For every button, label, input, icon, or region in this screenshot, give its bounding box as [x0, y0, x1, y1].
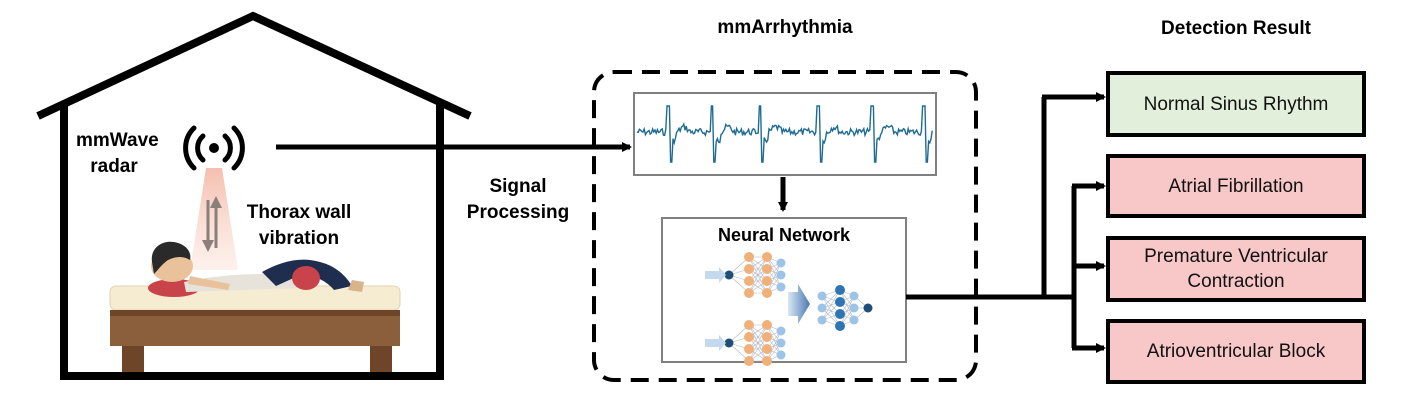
- radar-icon: [183, 125, 245, 171]
- nn-input-arrow-1: [705, 267, 726, 283]
- nn-node: [835, 297, 845, 307]
- nn-node: [762, 276, 772, 286]
- neural-network-label: Neural Network: [717, 225, 851, 245]
- nn-node: [762, 344, 772, 354]
- vibration-label: Thorax wall vibration: [246, 202, 352, 249]
- nn-node: [744, 320, 754, 330]
- waveform-box: [633, 92, 937, 176]
- ecg-waveform: [636, 105, 933, 163]
- nn-node: [835, 321, 845, 331]
- nn-node: [776, 350, 786, 360]
- radar-label: mmWave radar: [76, 130, 159, 177]
- vibration-arrows-icon: [202, 196, 222, 252]
- nn-node: [817, 303, 827, 313]
- neural-network-icon: [705, 252, 873, 366]
- nn-node: [762, 332, 772, 342]
- nn-node: [762, 288, 772, 298]
- nn-node: [776, 258, 786, 268]
- nn-node: [762, 320, 772, 330]
- nn-node: [744, 344, 754, 354]
- mmarrhythmia-box: [592, 70, 978, 382]
- bed-illustration: [109, 285, 401, 372]
- nn-transfer-arrow: [788, 284, 810, 324]
- nn-node: [762, 264, 772, 274]
- result-connectors: [906, 92, 1106, 353]
- nn-node: [835, 309, 845, 319]
- nn-node: [835, 285, 845, 295]
- nn-node: [744, 252, 754, 262]
- result-box-atrioventricular-block: [1106, 319, 1366, 384]
- nn-input-arrow-2: [705, 335, 726, 351]
- result-box-normal-sinus-rhythm: [1106, 71, 1366, 137]
- nn-node: [776, 282, 786, 292]
- system-title: mmArrhythmia: [717, 17, 853, 38]
- result-box-atrial-fibrillation: [1106, 154, 1366, 218]
- nn-node: [776, 326, 786, 336]
- result-label-atrial-fibrillation: Atrial Fibrillation: [1168, 175, 1304, 197]
- result-label-atrioventricular-block: Atrioventricular Block: [1146, 341, 1326, 362]
- nn-node: [817, 315, 827, 325]
- nn-node: [776, 270, 786, 280]
- result-label-normal-sinus-rhythm: Normal Sinus Rhythm: [1143, 93, 1329, 115]
- nn-node: [863, 303, 873, 313]
- signal-processing-label: Signal Processing: [466, 176, 570, 223]
- result-box-premature-ventricular-contraction: [1106, 236, 1366, 302]
- nn-node: [776, 338, 786, 348]
- nn-node: [744, 332, 754, 342]
- detection-result-title: Detection Result: [1161, 18, 1311, 39]
- nn-node: [744, 356, 754, 366]
- nn-node: [849, 315, 859, 325]
- nn-node: [744, 288, 754, 298]
- nn-node: [762, 252, 772, 262]
- person-illustration: [148, 241, 364, 297]
- nn-node: [817, 291, 827, 301]
- nn-node: [724, 270, 734, 280]
- nn-node: [744, 264, 754, 274]
- nn-node: [762, 356, 772, 366]
- nn-node: [744, 276, 754, 286]
- nn-node: [849, 303, 859, 313]
- nn-node: [849, 291, 859, 301]
- result-label-premature-ventricular-contraction: Premature Ventricular Contraction: [1144, 246, 1328, 292]
- radar-beam: [190, 168, 238, 270]
- nn-node: [724, 338, 734, 348]
